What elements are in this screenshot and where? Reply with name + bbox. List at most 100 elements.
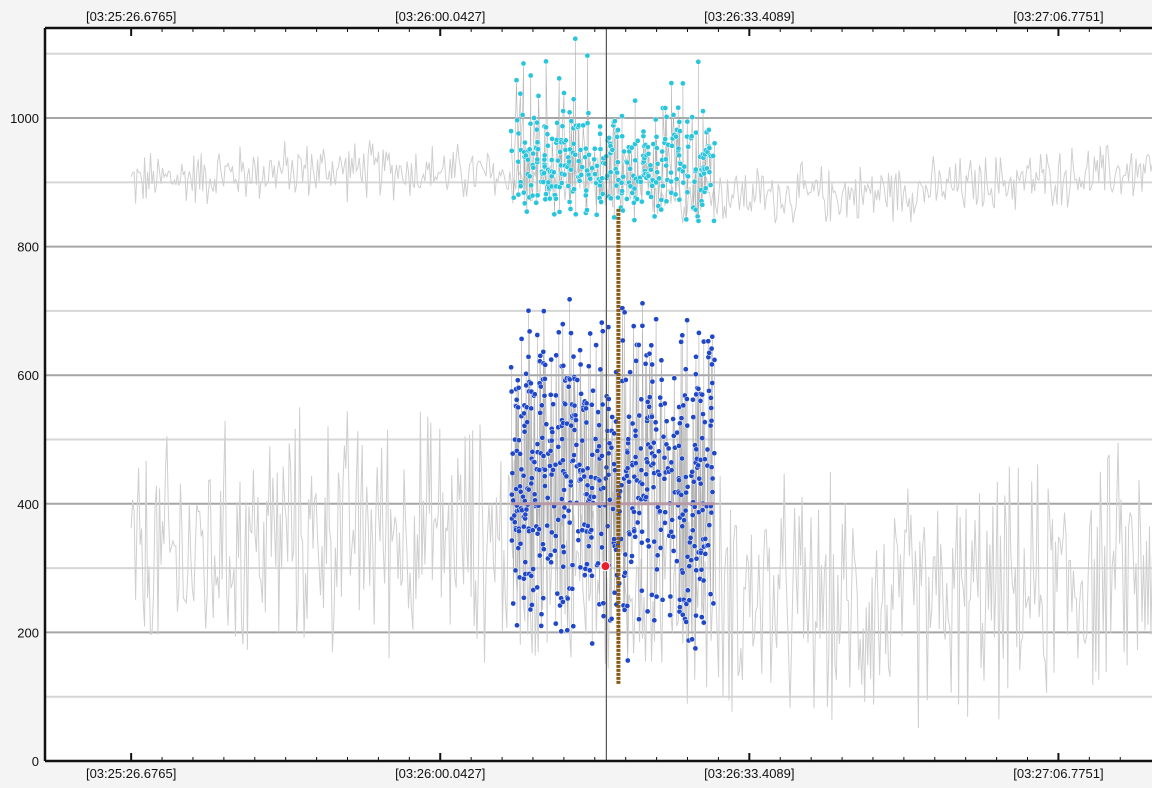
upper-highlighted-point — [541, 163, 548, 170]
upper-highlighted-point — [521, 200, 528, 207]
lower-highlighted-point — [706, 387, 712, 394]
upper-highlighted-point — [544, 142, 551, 149]
lower-highlighted-point — [565, 383, 572, 390]
lower-highlighted-point — [611, 536, 617, 542]
lower-highlighted-point — [600, 600, 607, 607]
lower-highlighted-point — [646, 394, 653, 400]
upper-highlighted-point — [530, 164, 537, 171]
lower-highlighted-point — [624, 603, 631, 609]
lower-highlighted-point — [624, 473, 630, 479]
lower-highlighted-point — [508, 388, 515, 395]
lower-highlighted-point — [679, 569, 686, 576]
upper-highlighted-point — [619, 113, 625, 119]
lower-highlighted-point — [555, 444, 562, 450]
upper-highlighted-point — [525, 156, 531, 163]
lower-highlighted-point — [584, 465, 591, 472]
lower-highlighted-point — [542, 362, 549, 368]
lower-highlighted-point — [568, 422, 575, 429]
lower-highlighted-point — [540, 541, 546, 548]
upper-highlighted-point — [621, 148, 627, 155]
lower-highlighted-point — [676, 477, 682, 484]
lower-highlighted-point — [708, 464, 715, 471]
lower-highlighted-point — [596, 477, 603, 484]
upper-highlighted-point — [692, 206, 699, 213]
lower-highlighted-point — [659, 596, 666, 603]
upper-highlighted-point — [607, 169, 614, 176]
lower-highlighted-point — [520, 523, 527, 530]
y-tick-label: 600 — [17, 368, 39, 383]
lower-highlighted-point — [687, 534, 694, 541]
lower-highlighted-point — [680, 402, 687, 409]
lower-highlighted-point — [636, 616, 642, 623]
upper-highlighted-point — [669, 142, 675, 149]
lower-highlighted-point — [598, 319, 605, 326]
upper-highlighted-point — [572, 151, 579, 158]
lower-highlighted-point — [667, 593, 674, 600]
lower-highlighted-point — [534, 584, 541, 591]
upper-highlighted-point — [566, 109, 573, 116]
upper-highlighted-point — [672, 191, 679, 198]
upper-highlighted-point — [550, 169, 557, 176]
lower-highlighted-point — [529, 602, 535, 608]
upper-highlighted-point — [620, 207, 626, 214]
overlays — [510, 28, 715, 761]
upper-highlighted-point — [528, 182, 534, 189]
lower-highlighted-point — [517, 488, 524, 495]
lower-highlighted-point — [523, 382, 530, 389]
upper-highlighted-point — [591, 156, 597, 163]
lower-highlighted-point — [689, 636, 695, 643]
upper-highlighted-point — [554, 120, 560, 126]
lower-highlighted-point — [624, 449, 631, 456]
upper-highlighted-point — [520, 60, 527, 67]
upper-highlighted-point — [519, 112, 526, 118]
lower-highlighted-point — [647, 444, 654, 451]
lower-highlighted-point — [574, 377, 581, 383]
lower-highlighted-point — [538, 402, 545, 409]
lower-highlighted-point — [668, 528, 675, 535]
upper-highlighted-point — [534, 139, 541, 146]
upper-highlighted-point — [653, 145, 660, 151]
lower-highlighted-point — [572, 412, 579, 419]
lower-highlighted-point — [585, 543, 592, 550]
x-tick-label-top: [03:26:33.4089] — [704, 9, 794, 24]
lower-highlighted-point — [693, 612, 699, 619]
lower-highlighted-point — [609, 414, 616, 420]
upper-highlighted-point — [597, 146, 604, 152]
upper-highlighted-point — [535, 146, 541, 152]
lower-highlighted-point — [646, 350, 653, 357]
lower-highlighted-point — [624, 465, 631, 472]
lower-highlighted-point — [621, 309, 628, 316]
upper-highlighted-point — [541, 152, 548, 159]
lower-highlighted-point — [560, 599, 566, 605]
lower-highlighted-point — [634, 519, 641, 526]
upper-highlighted-point — [526, 173, 533, 180]
upper-highlighted-point — [540, 179, 547, 185]
upper-highlighted-point — [533, 199, 540, 206]
upper-highlighted-point — [706, 127, 712, 133]
lower-highlighted-point — [509, 470, 516, 476]
lower-highlighted-point — [650, 460, 657, 467]
lower-highlighted-point — [571, 452, 577, 458]
lower-highlighted-point — [649, 378, 656, 385]
lower-highlighted-point — [674, 429, 680, 436]
lower-highlighted-point — [700, 411, 706, 417]
upper-highlighted-point — [543, 191, 549, 197]
lower-highlighted-point — [657, 508, 663, 515]
lower-highlighted-point — [544, 495, 551, 501]
lower-highlighted-point — [528, 380, 534, 387]
lower-highlighted-point — [529, 448, 536, 455]
lower-highlighted-point — [608, 444, 615, 451]
lower-highlighted-point — [518, 336, 525, 342]
lower-highlighted-point — [674, 558, 680, 564]
upper-highlighted-point — [680, 179, 687, 186]
lower-highlighted-point — [560, 563, 567, 570]
upper-highlighted-point — [585, 110, 592, 116]
lower-highlighted-point — [644, 608, 651, 615]
lower-highlighted-point — [644, 459, 651, 466]
upper-highlighted-point — [508, 147, 515, 154]
lower-highlighted-point — [684, 553, 691, 560]
upper-highlighted-point — [660, 183, 666, 189]
lower-highlighted-point — [566, 519, 573, 526]
x-tick-label-bottom: [03:25:26.6765] — [86, 766, 176, 781]
